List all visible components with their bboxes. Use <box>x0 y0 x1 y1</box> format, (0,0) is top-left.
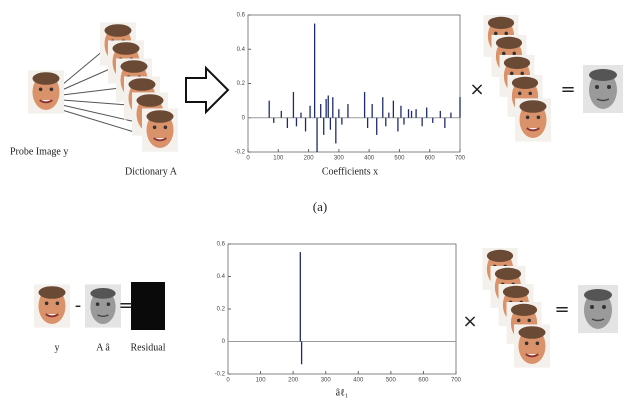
y-tick-label: 0.6 <box>237 13 246 19</box>
dictionary-label: Dictionary A <box>125 166 178 177</box>
y-tick-label: 0.2 <box>237 81 246 87</box>
x-tick-label: 200 <box>288 378 299 384</box>
plot-frame <box>247 14 461 153</box>
reconstruction-face <box>578 284 618 334</box>
dictionary-face <box>142 108 178 152</box>
x-axis-label: Coefficients x <box>322 166 378 177</box>
x-tick-label: 700 <box>455 156 466 162</box>
operator: = <box>560 79 575 100</box>
operator: = <box>554 299 569 320</box>
probe-face <box>34 283 70 329</box>
y-label: y <box>55 342 60 353</box>
y-tick-label: -0.2 <box>215 372 226 378</box>
dictionary-face <box>514 323 550 369</box>
approximation-label: A â <box>96 342 110 353</box>
x-tick-label: 100 <box>273 156 284 162</box>
y-tick-label: 0.4 <box>217 274 226 280</box>
y-tick-label: 0.6 <box>217 242 226 248</box>
x-tick-label: 100 <box>256 378 267 384</box>
y-tick-label: 0.2 <box>217 307 226 313</box>
x-axis-label: âℓ₁ <box>336 387 349 398</box>
y-tick-label: -0.2 <box>235 150 246 156</box>
x-tick-label: 200 <box>304 156 315 162</box>
operator: - <box>75 295 82 316</box>
probe-face <box>28 69 64 115</box>
x-tick-label: 0 <box>226 378 230 384</box>
probe-label: Probe Image y <box>10 146 68 157</box>
dictionary-face <box>515 97 551 143</box>
x-tick-label: 600 <box>418 378 429 384</box>
x-tick-label: 0 <box>246 156 250 162</box>
y-tick-label: 0 <box>222 339 226 345</box>
operator: = <box>118 295 133 316</box>
x-tick-label: 600 <box>425 156 436 162</box>
panel-label: (a) <box>313 199 327 214</box>
reconstruction-face <box>583 64 623 114</box>
x-tick-label: 500 <box>386 378 397 384</box>
residual-image <box>131 282 165 330</box>
x-tick-label: 300 <box>321 378 332 384</box>
y-tick-label: 0.4 <box>237 47 246 53</box>
x-tick-label: 700 <box>451 378 462 384</box>
operator: × <box>462 311 477 332</box>
plot-frame <box>227 243 457 375</box>
operator: × <box>469 79 484 100</box>
probe-lines <box>61 49 145 136</box>
y-tick-label: 0 <box>242 115 246 121</box>
residual-label: Residual <box>131 342 166 353</box>
approximation-face <box>85 283 121 329</box>
x-tick-label: 400 <box>364 156 375 162</box>
x-tick-label: 300 <box>334 156 345 162</box>
x-tick-label: 400 <box>353 378 364 384</box>
arrow <box>185 65 230 115</box>
x-tick-label: 500 <box>394 156 405 162</box>
